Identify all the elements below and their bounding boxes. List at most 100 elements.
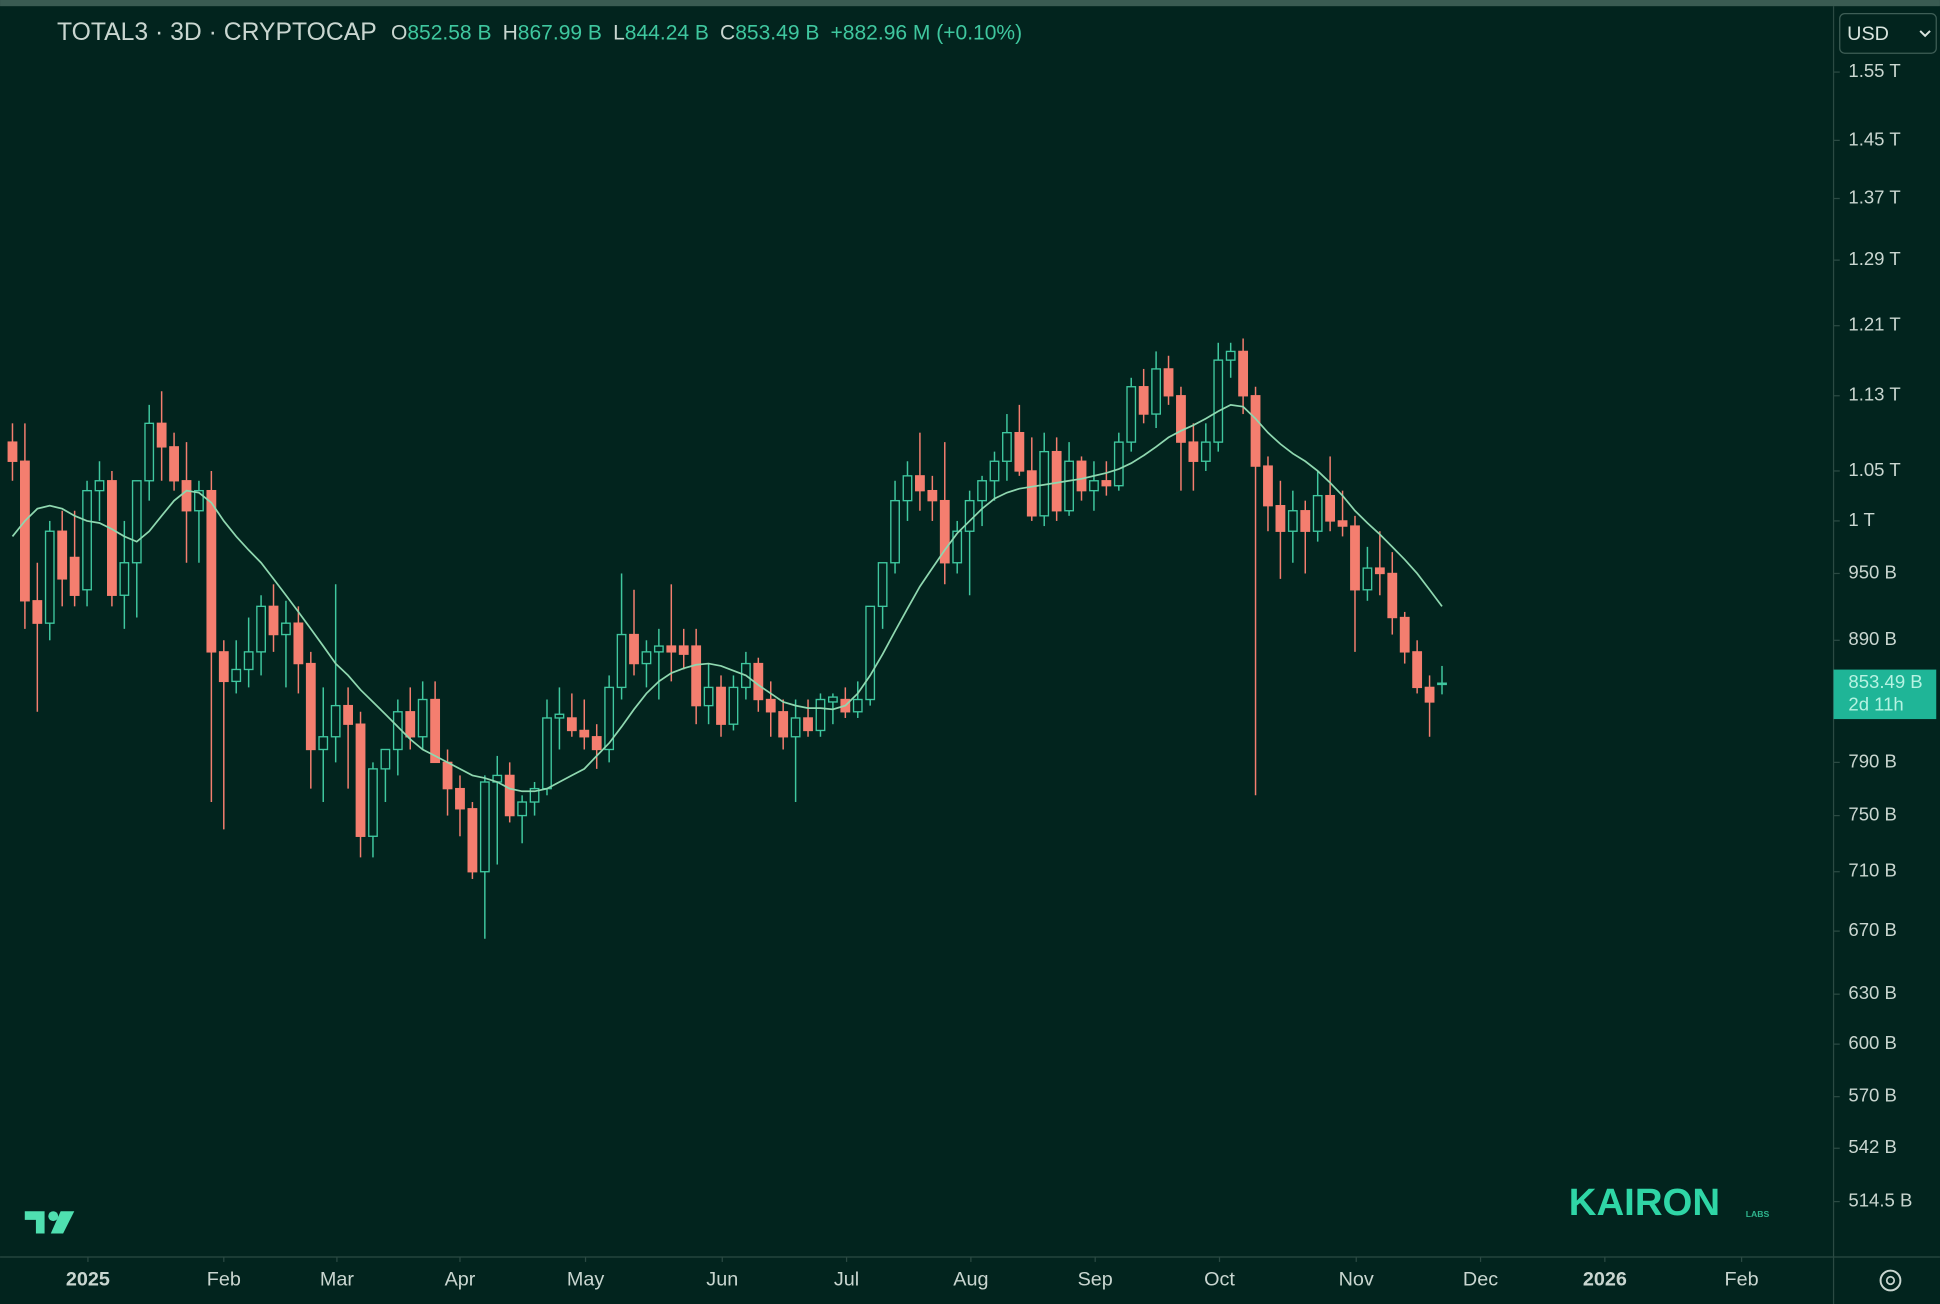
candle-body	[1424, 686, 1435, 703]
candle-body	[1387, 572, 1398, 619]
y-tick-label: 1.13 T	[1848, 384, 1900, 405]
candle-body	[678, 645, 689, 655]
y-tick-label: 542 B	[1848, 1136, 1896, 1157]
candle-body	[989, 460, 1000, 482]
candle-body	[1250, 395, 1261, 467]
candle-body	[107, 480, 117, 596]
candle-body	[939, 499, 950, 564]
x-tick-label: Jun	[706, 1269, 738, 1291]
chevron[interactable]	[1919, 30, 1931, 38]
top-border	[0, 0, 1940, 7]
candle-body	[915, 475, 925, 492]
candle-body	[1113, 441, 1124, 487]
currency-selector[interactable]: USD	[1839, 12, 1937, 54]
gear-center[interactable]	[1885, 1275, 1896, 1286]
logo-part	[24, 1211, 45, 1234]
currency-box[interactable]	[1839, 12, 1937, 54]
y-tick-label: 1.29 T	[1848, 248, 1900, 269]
y-tick-label: 750 B	[1848, 803, 1896, 824]
candle-body	[542, 717, 552, 790]
candle-body	[256, 605, 266, 653]
x-tick-label: Dec	[1463, 1269, 1498, 1291]
candle-body	[144, 422, 155, 482]
candle-body	[343, 704, 354, 725]
candle-body	[1076, 460, 1087, 492]
candle-body	[243, 651, 254, 671]
candle-body	[169, 446, 179, 482]
x-tick-label: Aug	[953, 1269, 988, 1291]
candle-body	[1026, 470, 1037, 517]
x-tick-label: Mar	[320, 1269, 354, 1291]
candle-body	[293, 622, 304, 665]
candle-body	[7, 441, 18, 462]
candle-body	[977, 480, 987, 502]
y-tick-label: 1.21 T	[1848, 314, 1900, 335]
x-tick-label: 2026	[1583, 1269, 1627, 1291]
candle-body	[604, 686, 615, 751]
candle-body	[305, 662, 316, 751]
candle-body	[479, 781, 490, 873]
candle-body	[1176, 395, 1186, 443]
candle-body	[504, 774, 515, 817]
candle-body	[890, 499, 900, 564]
currency-label[interactable]: USD	[1847, 23, 1889, 45]
legend-value: 867.99 B	[518, 21, 602, 44]
legend-key: O	[391, 21, 407, 44]
y-tick-label: 600 B	[1848, 1032, 1896, 1053]
candle-body	[566, 717, 577, 732]
x-tick-label: 2025	[66, 1269, 110, 1291]
candle-body	[1312, 494, 1323, 532]
candle-body	[405, 711, 416, 738]
candle-body	[231, 668, 242, 683]
candle-body	[653, 645, 664, 653]
tradingview-logo	[24, 1211, 75, 1234]
candle-body	[82, 489, 92, 591]
candle-body	[467, 808, 478, 873]
candle-body	[579, 729, 590, 738]
watermark-sub: LABS	[1746, 1209, 1770, 1219]
candle-body	[194, 489, 204, 512]
candle-body	[753, 662, 764, 701]
y-tick-label: 890 B	[1848, 628, 1896, 649]
chart-title: TOTAL3 · 3D · CRYPTOCAP	[57, 19, 377, 46]
candle-body	[1225, 350, 1236, 361]
legend-key: L	[613, 21, 625, 44]
x-tick-label: May	[567, 1269, 604, 1291]
moving-average	[11, 403, 1443, 793]
candle-body	[591, 736, 602, 751]
y-tick-label: 950 B	[1848, 561, 1896, 582]
candle-body	[1151, 368, 1162, 415]
x-tick-label: Jul	[834, 1269, 859, 1291]
settings-button[interactable]	[1879, 1269, 1902, 1292]
candle-body	[1138, 386, 1149, 415]
countdown-label: 2d 11h	[1848, 693, 1903, 714]
candle-body	[1188, 441, 1199, 462]
candle-body	[790, 717, 801, 738]
y-tick-label: 570 B	[1848, 1085, 1896, 1106]
legend-key: C	[720, 21, 735, 44]
candle-body	[380, 748, 391, 770]
candle-body	[877, 562, 888, 608]
candle-body	[629, 633, 639, 665]
candle-body	[119, 562, 130, 596]
candle-body	[218, 651, 229, 683]
legend-key: H	[503, 21, 518, 44]
candle-body	[803, 717, 813, 732]
candle-body	[865, 605, 876, 701]
candle-body	[1275, 505, 1286, 532]
gear-icon[interactable]	[1879, 1269, 1902, 1292]
legend-change: +882.96 M (+0.10%)	[831, 21, 1023, 44]
y-tick-label: 1.05 T	[1848, 459, 1900, 480]
candle-body	[1287, 510, 1298, 532]
candle-body	[815, 698, 826, 732]
candle-body	[1064, 460, 1074, 512]
y-tick-label: 1.37 T	[1848, 186, 1900, 207]
watermark-brand: KAIRON	[1569, 1181, 1720, 1224]
candle-body	[927, 489, 938, 502]
ohlc-legend: O852.58 B H867.99 B L844.24 B C853.49 B +882…	[391, 21, 1022, 44]
axes: 1.55 T 1.45 T 1.37 T 1.29 T 1.21 T 1.13 T 1.05…	[66, 60, 1937, 1291]
candle-body	[1325, 494, 1336, 522]
candle-body	[19, 460, 30, 602]
candle-body	[703, 686, 714, 707]
